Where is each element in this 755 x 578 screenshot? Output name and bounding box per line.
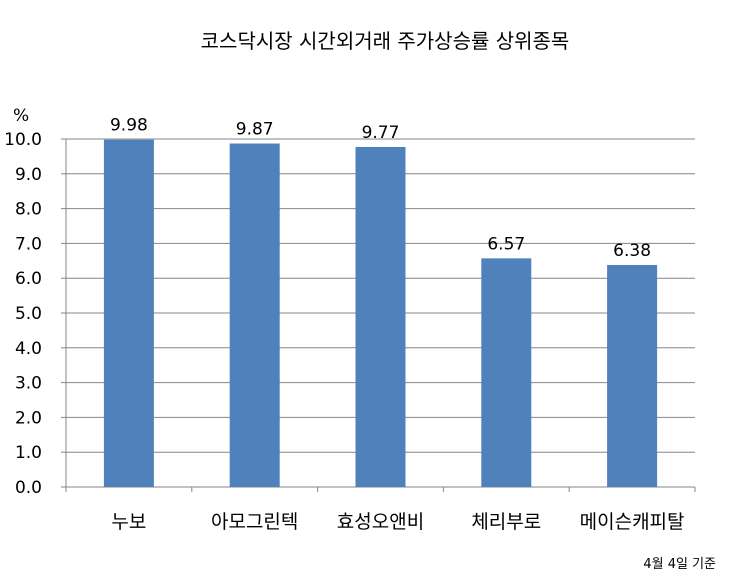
y-tick-label: 1.0: [15, 443, 42, 463]
category-label: 효성오앤비: [337, 511, 424, 533]
y-tick-label: 9.0: [15, 165, 42, 185]
bar: [229, 143, 280, 488]
y-tick-label: 8.0: [15, 200, 42, 220]
chart-title: 코스닥시장 시간외거래 주가상승률 상위종목: [201, 29, 570, 53]
data-label: 6.38: [613, 241, 651, 261]
y-tick-label: 6.0: [15, 269, 42, 289]
category-label: 메이슨캐피탈: [580, 511, 685, 533]
category-label: 누보: [111, 511, 146, 533]
y-tick-label: 10.0: [4, 130, 42, 150]
y-tick-label: 7.0: [15, 234, 42, 254]
y-tick-label: 0.0: [15, 478, 42, 498]
bars: [103, 139, 658, 488]
y-tick-label: 4.0: [15, 339, 42, 359]
bar: [481, 258, 532, 487]
y-tick-label: 2.0: [15, 408, 42, 428]
y-tick-label: 5.0: [15, 304, 42, 324]
category-label: 체리부로: [471, 511, 541, 533]
data-label: 6.57: [487, 234, 525, 254]
y-tick-label: 3.0: [15, 374, 42, 394]
bar: [607, 264, 658, 487]
y-axis-unit: %: [13, 106, 29, 126]
data-label: 9.77: [362, 123, 400, 143]
date-note: 4월 4일 기준: [643, 557, 716, 572]
category-label: 아모그린텍: [211, 511, 298, 533]
bar: [355, 147, 406, 487]
data-label: 9.87: [236, 120, 274, 140]
data-label: 9.98: [110, 116, 148, 136]
bar: [103, 139, 154, 488]
labels: 0.0 1.0 2.0 3.0 4.0 5.0 6.0 7.0 8.0 9.0 10.0 9.98 누보…: [4, 116, 684, 533]
